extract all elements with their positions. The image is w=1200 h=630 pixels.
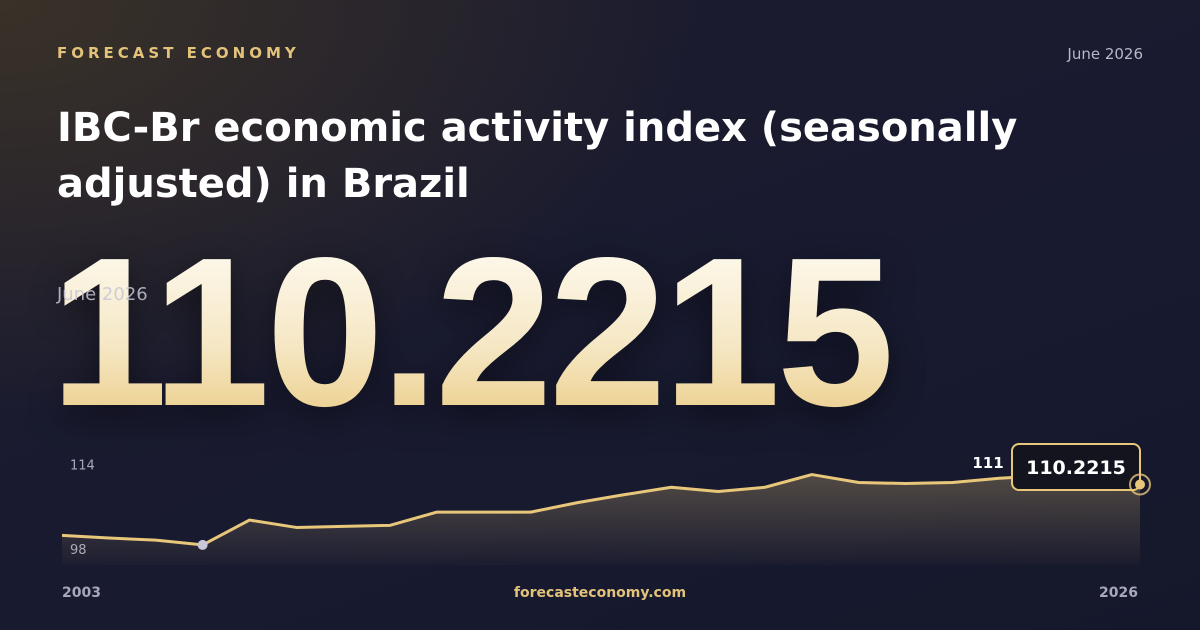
title: IBC-Br economic activity index (seasonal… bbox=[57, 105, 1018, 207]
footer: forecasteconomy.com bbox=[514, 585, 686, 601]
line bbox=[61, 473, 1141, 547]
value-date: June 2026 bbox=[57, 284, 148, 305]
headline-value: 110.2215 bbox=[50, 213, 895, 450]
value-badge-label: 110.2215 bbox=[1026, 457, 1126, 479]
brand: FORECAST ECONOMY bbox=[57, 44, 300, 62]
value-badge bbox=[1011, 443, 1141, 491]
area bbox=[62, 474, 1140, 565]
end-ring bbox=[1129, 473, 1151, 496]
min-marker bbox=[197, 539, 208, 550]
x-tick-label: 2026 bbox=[1099, 585, 1138, 601]
y-tick-label: 114 bbox=[70, 459, 95, 474]
x-tick-label: 2003 bbox=[62, 585, 101, 601]
date: June 2026 bbox=[1067, 45, 1143, 63]
annotation: 111 bbox=[972, 454, 1003, 472]
end-marker bbox=[1135, 479, 1145, 490]
